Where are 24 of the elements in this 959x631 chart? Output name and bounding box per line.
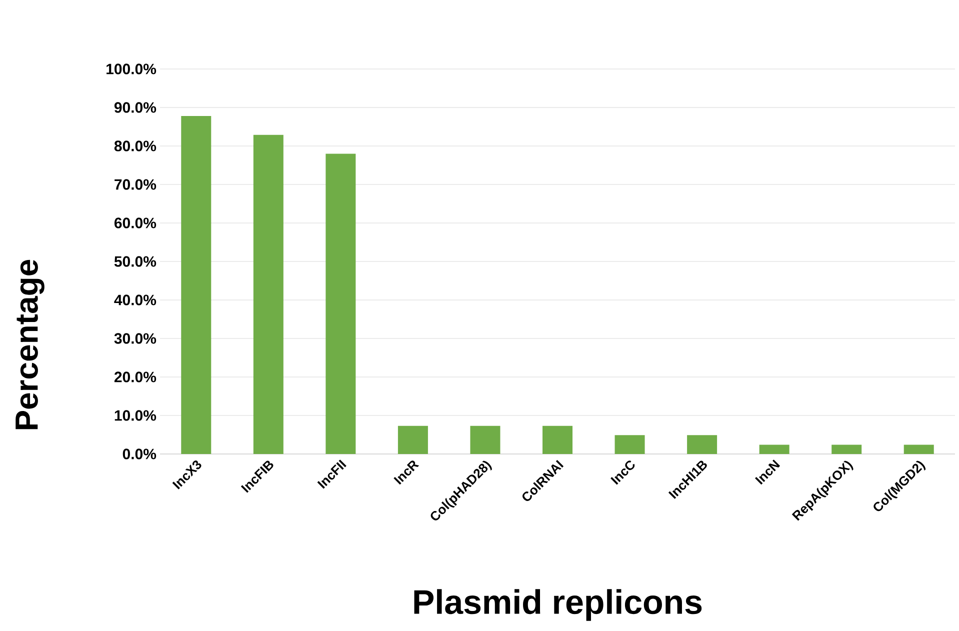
bar	[398, 426, 428, 454]
bar	[759, 444, 790, 454]
bar	[326, 154, 356, 454]
bar	[542, 426, 573, 454]
y-tick-label: 50.0%	[114, 256, 156, 267]
bar	[832, 444, 862, 454]
y-axis-title: Percentage	[16, 260, 44, 430]
bar	[181, 116, 212, 454]
bar	[253, 134, 284, 454]
y-tick-label: 0.0%	[122, 448, 156, 460]
y-tick-label: 80.0%	[114, 140, 156, 152]
y-tick-label: 20.0%	[114, 372, 156, 382]
bar	[687, 435, 718, 454]
y-tick-label: 90.0%	[114, 102, 156, 113]
y-tick-label: 100.0%	[106, 64, 156, 74]
bar	[614, 435, 645, 454]
y-tick-label: 40.0%	[114, 294, 156, 306]
x-axis-title: Plasmid replicons	[414, 589, 702, 621]
bar	[904, 444, 934, 454]
y-tick-label: 10.0%	[114, 410, 156, 421]
y-tick-label: 30.0%	[114, 333, 156, 344]
y-tick-label: 70.0%	[114, 179, 156, 190]
y-tick-label: 60.0%	[114, 218, 156, 228]
bar	[470, 426, 500, 454]
